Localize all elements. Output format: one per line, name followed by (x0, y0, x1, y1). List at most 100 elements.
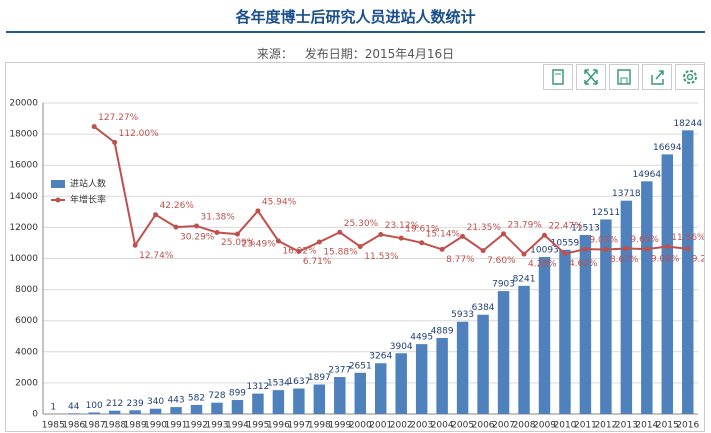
y-tick-label: 2000 (15, 378, 38, 388)
line-point (337, 229, 343, 235)
line-point (685, 246, 691, 252)
bar (67, 413, 80, 414)
line-point (419, 240, 425, 246)
x-tick-label: 1995 (246, 421, 269, 431)
bar (375, 363, 387, 414)
bar (538, 257, 551, 414)
x-tick-label: 2014 (635, 421, 658, 431)
x-tick-label: 2009 (533, 421, 556, 431)
subtitle: 来源： 发布日期：2015年4月16日 (0, 45, 711, 62)
line-label: 9.28% (692, 254, 704, 264)
bar-label: 3904 (390, 342, 413, 352)
share-button[interactable] (642, 64, 672, 90)
y-tick-label: 8000 (15, 285, 38, 295)
bar-label: 18244 (673, 119, 702, 129)
bar-label: 2651 (349, 361, 372, 371)
bar-label: 899 (229, 389, 246, 399)
x-tick-label: 1987 (83, 421, 106, 431)
bar (518, 285, 530, 414)
bar-label: 10093 (530, 246, 559, 256)
legend-swatch (51, 180, 65, 188)
x-tick-label: 2000 (349, 421, 372, 431)
x-tick-label: 1991 (165, 421, 188, 431)
bar-label: 443 (167, 396, 184, 406)
x-tick-label: 2002 (390, 421, 413, 431)
line-point (173, 224, 179, 230)
line-point (296, 249, 302, 255)
data-view-button[interactable] (543, 64, 573, 90)
line-label: 9.65% (630, 235, 659, 245)
line-label: 9.03% (589, 236, 618, 246)
bar-label: 1 (50, 402, 56, 412)
line-point (582, 246, 588, 252)
line-label: 19.61% (405, 225, 440, 235)
line-label: 22.47% (548, 222, 583, 232)
line-label: 7.60% (487, 256, 516, 266)
line-label: 25.09% (221, 238, 256, 248)
y-tick-label: 4000 (15, 347, 38, 357)
bar-label: 100 (86, 401, 103, 411)
bar-label: 6384 (472, 303, 495, 313)
bar (149, 408, 162, 414)
x-tick-label: 1993 (206, 421, 229, 431)
line-label: 45.94% (262, 197, 297, 207)
toolbar (540, 64, 705, 90)
line-label: 6.71% (303, 257, 332, 267)
line-label: 31.38% (201, 212, 236, 222)
x-tick-label: 2005 (451, 421, 474, 431)
x-tick-label: 2004 (431, 421, 454, 431)
line-point (623, 245, 629, 251)
y-tick-label: 0 (32, 410, 38, 420)
line-point (234, 231, 240, 237)
x-tick-label: 1985 (42, 421, 65, 431)
bar-label: 1312 (246, 382, 269, 392)
bar-label: 1534 (267, 379, 290, 389)
bar (211, 402, 223, 414)
line-point (255, 208, 261, 214)
x-tick-label: 1996 (267, 421, 290, 431)
x-tick-label: 1999 (328, 421, 351, 431)
line-point (153, 212, 159, 218)
line-label: 8.77% (446, 255, 475, 265)
line-label: 30.29% (180, 233, 215, 243)
line-label: 23.12% (385, 221, 420, 231)
line-label: 15.14% (426, 229, 461, 239)
save-button[interactable] (609, 64, 639, 90)
line-point (275, 238, 281, 244)
line-point (398, 235, 404, 241)
bar (354, 372, 366, 414)
bar (293, 388, 305, 414)
bar (579, 234, 592, 414)
bar-label: 2377 (328, 366, 351, 376)
line-label: 21.35% (467, 223, 502, 233)
x-tick-label: 1992 (185, 421, 208, 431)
line-label: 112.00% (119, 129, 159, 139)
x-tick-label: 2016 (676, 421, 699, 431)
y-tick-label: 12000 (9, 223, 38, 233)
line-point (91, 124, 97, 130)
bar (600, 219, 612, 414)
line-label: 12.74% (139, 251, 174, 261)
line-point (541, 232, 547, 238)
settings-button[interactable] (675, 64, 705, 90)
bar (682, 130, 694, 415)
bar-label: 10559 (551, 238, 580, 248)
bar (313, 384, 326, 414)
bar (88, 412, 100, 414)
y-tick-label: 14000 (9, 192, 38, 202)
bar-label: 5933 (451, 310, 474, 320)
bar-label: 582 (188, 393, 205, 403)
bar-label: 7903 (492, 280, 515, 290)
zoom-button[interactable] (576, 64, 606, 90)
bar-label: 239 (127, 399, 144, 409)
line-point (644, 246, 650, 252)
legend-label: 进站人数 (70, 178, 106, 190)
line-point (664, 244, 670, 250)
bar-label: 16694 (653, 143, 682, 153)
bar-label: 11513 (571, 223, 600, 233)
x-tick-label: 1989 (124, 421, 147, 431)
x-tick-label: 1997 (287, 421, 310, 431)
x-tick-label: 2012 (594, 421, 617, 431)
bar (190, 404, 203, 414)
